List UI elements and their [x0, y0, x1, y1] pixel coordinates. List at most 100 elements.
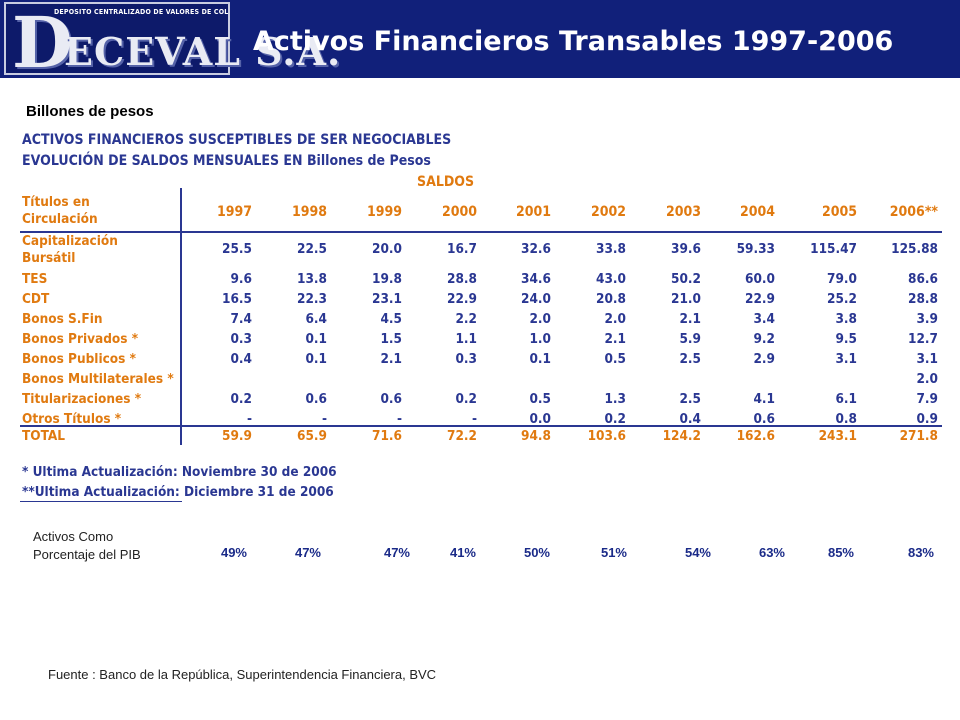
- deceval-logo: DEPOSITO CENTRALIZADO DE VALORES DE COLO…: [4, 2, 340, 78]
- table-cell: 16.5: [222, 291, 252, 307]
- year-header-0: 1997: [216, 204, 252, 220]
- table-cell: 2.0: [529, 311, 551, 327]
- table-cell: 20.0: [372, 241, 402, 257]
- table-cell: 6.1: [835, 391, 857, 407]
- row-label: Bonos Publicos *: [22, 351, 136, 368]
- footnote-rule: [20, 501, 182, 502]
- table-cell: 1.5: [380, 331, 402, 347]
- table-cell: -: [471, 411, 477, 427]
- table-cell: -: [396, 411, 402, 427]
- table-cell: 2.5: [679, 391, 701, 407]
- table-cell: 2.0: [604, 311, 626, 327]
- table-cell: 22.5: [297, 241, 327, 257]
- table-cell: 22.9: [745, 291, 775, 307]
- total-cell: 59.9: [222, 428, 252, 444]
- pib-value: 63%: [758, 545, 785, 560]
- table-cell: 7.9: [916, 391, 938, 407]
- table-cell: 2.1: [679, 311, 701, 327]
- table-cell: 0.2: [230, 391, 252, 407]
- year-header-6: 2003: [665, 204, 701, 220]
- row-label-text: TES: [22, 271, 48, 287]
- table-cell: 28.8: [908, 291, 938, 307]
- table-cell: 20.8: [596, 291, 626, 307]
- table-cell: 0.2: [604, 411, 626, 427]
- table-cell: 2.0: [916, 371, 938, 387]
- total-cell: 124.2: [662, 428, 701, 444]
- table-vertical-rule: [180, 188, 182, 445]
- pib-value: 50%: [523, 545, 550, 560]
- footnote-1: * Ultima Actualización: Noviembre 30 de …: [22, 464, 337, 480]
- year-header-1: 1998: [291, 204, 327, 220]
- group-header-saldos: SALDOS: [417, 174, 475, 190]
- table-cell: 7.4: [230, 311, 252, 327]
- table-cell: 43.0: [596, 271, 626, 287]
- header-bar: DEPOSITO CENTRALIZADO DE VALORES DE COLO…: [0, 0, 960, 78]
- table-cell: 0.9: [916, 411, 938, 427]
- table-cell: 1.0: [529, 331, 551, 347]
- year-header-7: 2004: [739, 204, 775, 220]
- row-label: Bonos S.Fin: [22, 311, 103, 328]
- year-header-5: 2002: [590, 204, 626, 220]
- corner-label-line-1: Títulos en: [22, 194, 90, 210]
- table-cell: 12.7: [908, 331, 938, 347]
- source-note: Fuente : Banco de la República, Superint…: [48, 667, 437, 682]
- table-cell: 25.2: [827, 291, 857, 307]
- table-cell: -: [246, 411, 252, 427]
- table-cell: 0.6: [380, 391, 402, 407]
- footnote-2: **Ultima Actualización: Diciembre 31 de …: [22, 484, 334, 500]
- table-cell: 2.5: [679, 351, 701, 367]
- table-cell: 0.8: [835, 411, 857, 427]
- table-cell: 4.5: [380, 311, 402, 327]
- table-cell: 22.3: [297, 291, 327, 307]
- total-cell: 71.6: [372, 428, 402, 444]
- table-cell: 2.2: [455, 311, 477, 327]
- year-header-3: 2000: [441, 204, 477, 220]
- slide-title: Activos Financieros Transables 1997-2006: [253, 26, 894, 57]
- table-cell: 3.1: [916, 351, 938, 367]
- table-cell: 33.8: [596, 241, 626, 257]
- table-cell: 19.8: [372, 271, 402, 287]
- row-label: Titularizaciones *: [22, 391, 141, 408]
- table-cell: 16.7: [447, 241, 477, 257]
- pib-label: Activos Como Porcentaje del PIB: [33, 528, 141, 564]
- table-cell: 9.6: [230, 271, 252, 287]
- total-cell: 162.6: [736, 428, 775, 444]
- row-label-text: Bonos Multilaterales *: [22, 371, 174, 387]
- row-label: Capitalización Bursátil: [22, 233, 118, 267]
- row-label-text: Bonos S.Fin: [22, 311, 103, 327]
- table-cell: -: [321, 411, 327, 427]
- table-cell: 22.9: [447, 291, 477, 307]
- table-cell: 2.1: [380, 351, 402, 367]
- table-cell: 60.0: [745, 271, 775, 287]
- row-label-text: CDT: [22, 291, 50, 307]
- table-cell: 0.0: [529, 411, 551, 427]
- table-heading-1: ACTIVOS FINANCIEROS SUSCEPTIBLES DE SER …: [22, 132, 452, 148]
- header-rule: [20, 231, 942, 233]
- year-header-9: 2006**: [889, 204, 938, 220]
- table-cell: 0.5: [604, 351, 626, 367]
- table-cell: 0.4: [679, 411, 701, 427]
- table-cell: 0.5: [529, 391, 551, 407]
- row-label: Bonos Privados *: [22, 331, 138, 348]
- total-cell: 103.6: [587, 428, 626, 444]
- total-label: TOTAL: [22, 428, 65, 444]
- row-label-text: Otros Títulos *: [22, 411, 122, 427]
- pib-value: 49%: [220, 545, 247, 560]
- year-header-4: 2001: [515, 204, 551, 220]
- logo-tagline: DEPOSITO CENTRALIZADO DE VALORES DE COLO…: [54, 8, 228, 16]
- row-label: TES: [22, 271, 47, 288]
- table-cell: 50.2: [671, 271, 701, 287]
- table-cell: 13.8: [297, 271, 327, 287]
- total-cell: 72.2: [447, 428, 477, 444]
- row-label-text: Bonos Publicos *: [22, 351, 136, 367]
- year-header-8: 2005: [821, 204, 857, 220]
- total-cell: 271.8: [899, 428, 938, 444]
- table-cell: 39.6: [671, 241, 701, 257]
- total-rule: [20, 425, 942, 427]
- pib-value: 41%: [449, 545, 476, 560]
- table-cell: 3.1: [835, 351, 857, 367]
- table-cell: 21.0: [671, 291, 701, 307]
- total-cell: 94.8: [521, 428, 551, 444]
- table-cell: 2.9: [753, 351, 775, 367]
- row-label-text: Bonos Privados *: [22, 331, 139, 347]
